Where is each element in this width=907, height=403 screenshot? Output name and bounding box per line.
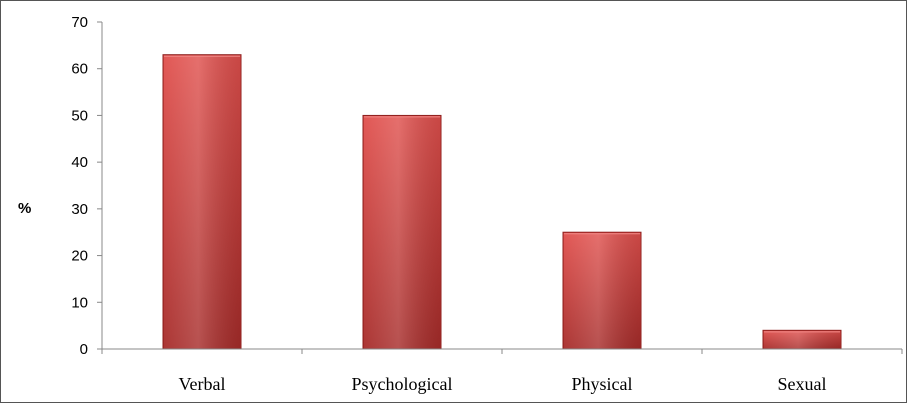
axes-layer (97, 21, 903, 354)
y-tick-label: 70 (71, 14, 88, 31)
labels-layer: 0 10 20 30 40 50 60 70 Verbal Psychological Physic… (71, 14, 826, 394)
bar-shine (764, 331, 840, 349)
bar-shine (364, 116, 440, 349)
bar-shine (564, 233, 640, 349)
y-tick-label: 30 (71, 201, 88, 218)
y-tick-label: 50 (71, 107, 88, 124)
y-tick-label: 10 (71, 294, 88, 311)
bar-shine (164, 55, 240, 349)
y-tick-label: 0 (80, 341, 88, 358)
x-tick-label: Physical (572, 374, 633, 394)
y-tick-label: 40 (71, 154, 88, 171)
x-tick-label: Verbal (179, 374, 226, 394)
x-tick-label: Sexual (778, 374, 827, 394)
y-axis-label: % (18, 200, 31, 217)
y-tick-label: 20 (71, 248, 88, 265)
x-tick-label: Psychological (352, 374, 453, 394)
bars-layer (162, 54, 842, 350)
y-tick-label: 60 (71, 61, 88, 78)
